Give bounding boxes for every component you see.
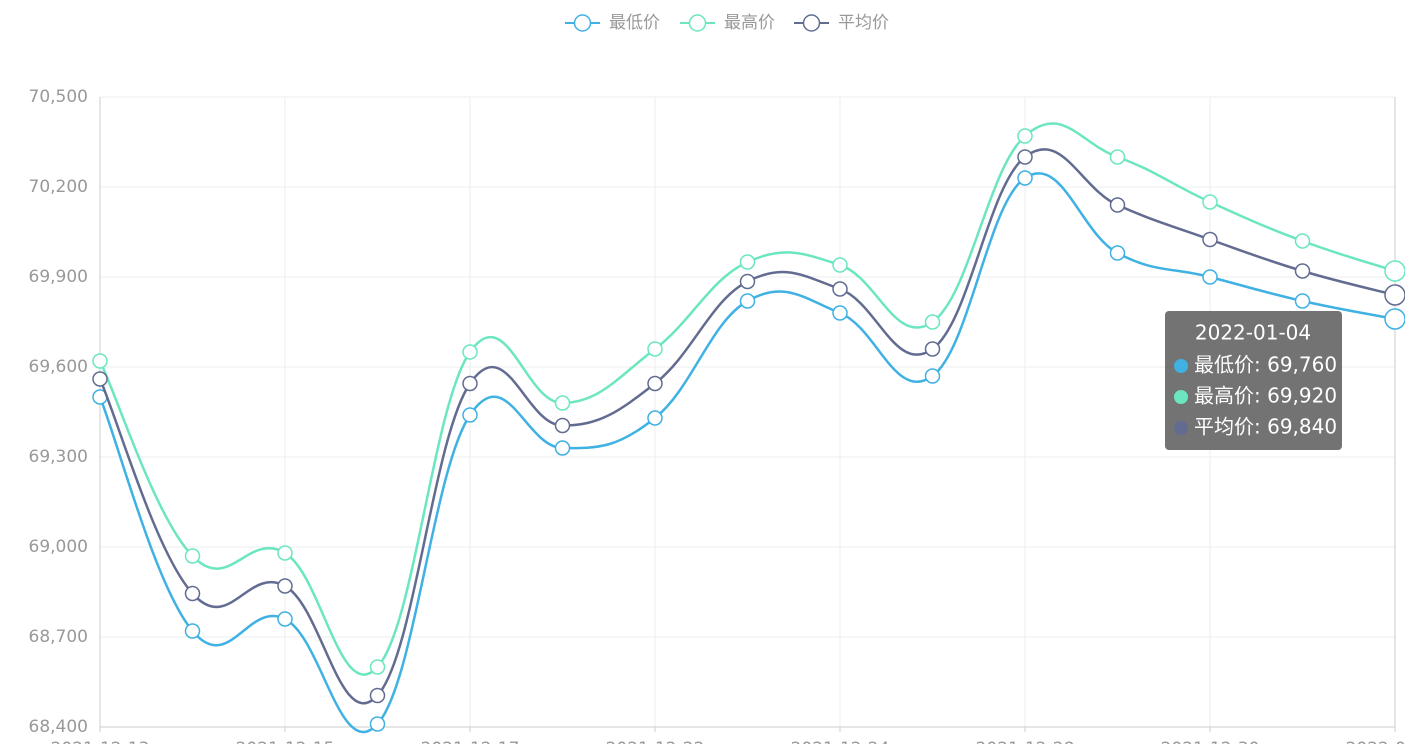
legend-icon: [802, 14, 821, 32]
data-point: [832, 281, 848, 297]
y-tick-label: 69,600: [29, 357, 88, 377]
data-point: [1202, 231, 1218, 248]
data-point: [1384, 284, 1405, 306]
data-point: [924, 341, 941, 357]
data-point: [739, 254, 756, 270]
data-point: [924, 314, 941, 330]
tooltip-item: 最高价: 69,920: [1194, 384, 1337, 408]
data-point: [1294, 293, 1311, 309]
data-point: [1384, 308, 1405, 330]
data-point: [1109, 197, 1126, 213]
data-point: [832, 257, 848, 273]
legend-icon: [573, 14, 592, 32]
data-point: [1017, 170, 1033, 186]
data-point: [184, 623, 201, 639]
data-point: [1294, 263, 1311, 279]
data-point: [739, 293, 756, 309]
data-point: [462, 344, 478, 360]
data-point: [1384, 260, 1405, 282]
data-point: [832, 305, 848, 321]
legend-item[interactable]: 平均价: [794, 13, 889, 33]
x-tick-label: 2021-12-22: [606, 739, 705, 744]
legend-item[interactable]: 最低价: [565, 13, 660, 33]
data-point: [647, 410, 663, 426]
legend-item[interactable]: 最高价: [680, 13, 775, 33]
legend-label: 最高价: [724, 13, 775, 33]
data-point: [1202, 194, 1218, 210]
data-point: [1017, 149, 1033, 165]
data-point: [277, 611, 293, 627]
y-tick-label: 68,700: [29, 627, 88, 647]
tooltip-dot: [1174, 390, 1188, 404]
data-point: [462, 407, 478, 423]
x-tick-label: 2021-12-15: [236, 739, 335, 744]
tooltip-title: 2022-01-04: [1195, 321, 1311, 345]
y-tick-label: 68,400: [29, 717, 88, 737]
tooltip-box: [1165, 311, 1342, 450]
data-point: [1109, 149, 1126, 165]
data-point: [462, 375, 478, 392]
tooltip-dot: [1174, 421, 1188, 435]
x-tick-label: 2021-12-13: [51, 739, 150, 744]
series-line: [98, 122, 1396, 676]
data-point: [369, 659, 386, 675]
data-point: [369, 687, 386, 704]
x-tick-label: 2022-01-04: [1346, 739, 1405, 744]
tooltip-dot: [1174, 359, 1188, 373]
data-point: [92, 371, 108, 387]
data-point: [554, 440, 571, 456]
y-tick-label: 69,000: [29, 537, 88, 557]
tooltip-item: 最低价: 69,760: [1194, 353, 1337, 377]
data-point: [369, 716, 386, 732]
x-tick-label: 2021-12-28: [976, 739, 1075, 744]
y-tick-label: 69,900: [29, 267, 88, 287]
legend-label: 最低价: [609, 13, 660, 33]
tooltip-item: 平均价: 69,840: [1194, 415, 1337, 439]
x-tick-label: 2021-12-24: [791, 739, 890, 744]
data-point: [554, 395, 571, 411]
data-point: [647, 341, 663, 357]
data-point: [739, 273, 756, 290]
legend-label: 平均价: [838, 13, 889, 33]
data-point: [184, 585, 201, 602]
y-tick-label: 70,200: [29, 177, 88, 197]
y-tick-label: 70,500: [29, 87, 88, 107]
tooltip: 2022-01-04 最低价: 69,760 最高价: 69,920 平均价: 69,…: [1165, 311, 1342, 450]
data-point: [277, 545, 293, 561]
legend-icon: [688, 14, 707, 32]
x-tick-label: 2021-12-30: [1161, 739, 1260, 744]
data-point: [554, 417, 571, 434]
data-point: [1294, 233, 1311, 249]
data-point: [92, 353, 108, 369]
y-tick-label: 69,300: [29, 447, 88, 467]
data-point: [1109, 245, 1126, 261]
x-tick-label: 2021-12-17: [421, 739, 520, 744]
data-point: [1202, 269, 1218, 285]
data-point: [1017, 128, 1033, 144]
data-point: [924, 368, 941, 384]
data-point: [184, 548, 201, 564]
data-point: [647, 375, 663, 392]
data-point: [277, 578, 293, 594]
